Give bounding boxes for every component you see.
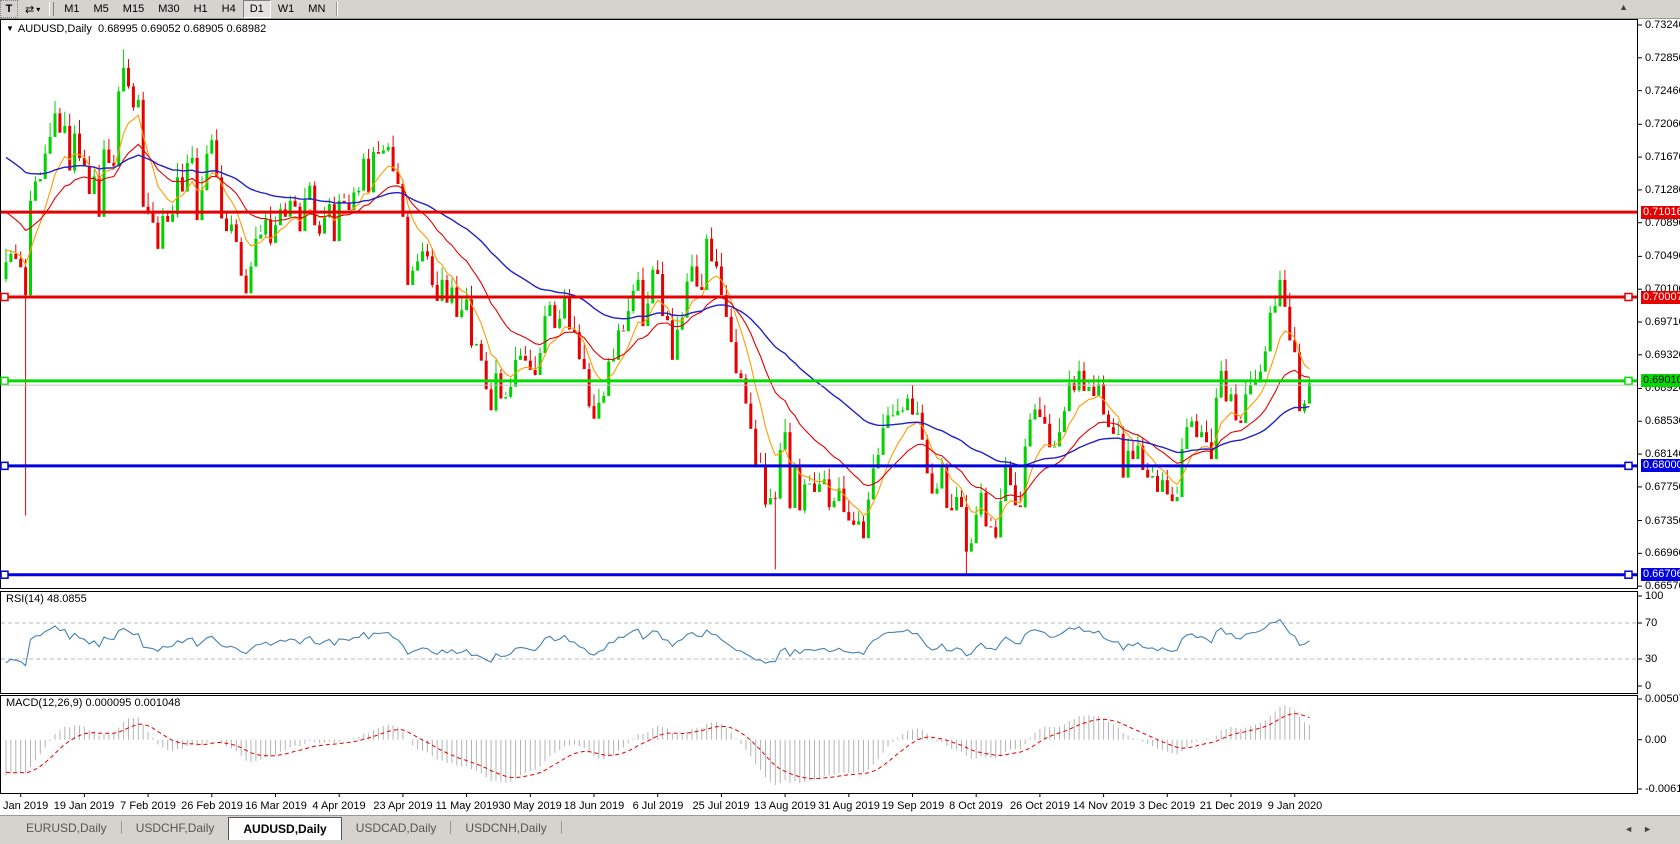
toolbar-collapse-arrow-icon[interactable]: ▲ [1619, 2, 1628, 12]
date-axis-label: 19 Jan 2019 [53, 800, 115, 812]
timeframe-button-m5[interactable]: M5 [93, 3, 109, 15]
tab-separator [120, 821, 122, 834]
date-axis-label: 23 Apr 2019 [373, 800, 433, 812]
date-axis-label: 14 Nov 2019 [1072, 800, 1136, 812]
ohlc-open: 0.68995 [98, 23, 138, 35]
rsi-axis-label: 0 [1645, 680, 1652, 692]
date-axis-label: 9 Jan 2020 [1267, 800, 1323, 812]
tab-separator [450, 821, 452, 834]
price-line-tag: 0.71016 [1641, 206, 1680, 219]
date-axis-label: 11 May 2019 [435, 800, 499, 812]
timeframe-button-m30[interactable]: M30 [158, 3, 180, 15]
date-axis-label: 13 Aug 2019 [754, 800, 816, 812]
symbol-tab-bar: EURUSD,Daily USDCHF,Daily AUDUSD,Daily USDC… [0, 815, 1680, 844]
tab-scroll-right-icon[interactable]: ► [1643, 824, 1662, 834]
date-axis-label: 30 May 2019 [498, 800, 562, 812]
rsi-indicator-label: RSI(14) 48.0855 [6, 593, 87, 605]
date-axis-label: 16 Mar 2019 [245, 800, 307, 812]
macd-axis-label: 0.00 [1645, 734, 1667, 746]
price-line-tag: 0.69010 [1641, 374, 1680, 387]
tab-scroll-left-icon[interactable]: ◄ [1624, 824, 1644, 834]
timeframe-button-h4[interactable]: H4 [221, 3, 236, 15]
ohlc-low: 0.68905 [183, 23, 224, 35]
date-axis-label: 7 Feb 2019 [120, 800, 176, 812]
date-axis-label: 31 Aug 2019 [818, 800, 880, 812]
symbol-tab-eurusd[interactable]: EURUSD,Daily [26, 820, 107, 835]
date-axis-label: 6 Jul 2019 [632, 800, 684, 812]
double-arrow-icon: ⇄ [25, 3, 34, 16]
timeframe-button-h1[interactable]: H1 [193, 3, 208, 15]
date-axis-label: 26 Feb 2019 [181, 800, 243, 812]
timeframe-button-m1[interactable]: M1 [64, 3, 80, 15]
timeframe-button-group: M1 M5 M15 M30 H1 H4 D1 W1 MN [57, 0, 332, 18]
macd-main-value: 0.000095 [85, 697, 132, 709]
rsi-axis-label: 30 [1645, 653, 1658, 665]
chart-window: ▼ AUDUSD,Daily 0.68995 0.69052 0.68905 0.… [0, 19, 1680, 815]
chart-symbol-label: AUDUSD,Daily [17, 23, 92, 35]
chart-shift-tool-button[interactable]: ⇄ ▾ [18, 1, 46, 17]
timeframe-button-w1[interactable]: W1 [277, 3, 295, 15]
text-tool-button[interactable]: T [0, 0, 18, 18]
dropdown-arrow-icon: ▾ [36, 4, 40, 14]
timeframe-button-m15[interactable]: M15 [122, 3, 145, 15]
date-axis-label: 8 Oct 2019 [949, 800, 1003, 812]
toolbar-separator [336, 2, 339, 16]
timeframe-button-d1[interactable]: D1 [242, 0, 271, 18]
tab-scroll-arrows: ◄► [1624, 824, 1662, 834]
price-line-tag: 0.68000 [1641, 459, 1680, 472]
ohlc-close: 0.68982 [226, 23, 267, 35]
macd-axis-label: -0.006148 [1645, 783, 1680, 795]
price-line-tag: 0.70007 [1641, 291, 1680, 304]
date-axis-label: 21 Dec 2019 [1199, 800, 1263, 812]
macd-indicator-label: MACD(12,26,9) 0.000095 0.001048 [6, 697, 181, 709]
chart-ohlc-header: ▼ AUDUSD,Daily 0.68995 0.69052 0.68905 0.… [6, 23, 266, 35]
top-toolbar: T ⇄ ▾ M1 M5 M15 M30 H1 H4 D1 W1 MN ▲ [0, 0, 1680, 19]
symbol-tab-usdchf[interactable]: USDCHF,Daily [135, 820, 215, 835]
date-axis-label: 25 Jul 2019 [692, 800, 750, 812]
date-axis-label: 4 Apr 2019 [312, 800, 366, 812]
date-axis-label: 26 Oct 2019 [1010, 800, 1070, 812]
chart-collapse-marker-icon[interactable]: ▼ [6, 24, 14, 33]
timeframe-button-mn[interactable]: MN [308, 3, 326, 15]
date-axis-label: 19 Sep 2019 [881, 800, 945, 812]
date-axis-label: 1 Jan 2019 [0, 800, 49, 812]
macd-axis-label: 0.005076 [1645, 693, 1680, 705]
symbol-tabs: EURUSD,Daily USDCHF,Daily AUDUSD,Daily USDC… [12, 816, 562, 840]
symbol-tab-audusd[interactable]: AUDUSD,Daily [228, 817, 342, 840]
symbol-tab-usdcad[interactable]: USDCAD,Daily [355, 820, 437, 835]
date-axis-label: 3 Dec 2019 [1138, 800, 1196, 812]
toolbar-grip [49, 2, 55, 16]
rsi-axis-label: 70 [1645, 617, 1658, 629]
tab-separator [560, 821, 562, 834]
chart-svg[interactable] [0, 19, 1680, 815]
date-axis-label: 18 Jun 2019 [563, 800, 625, 812]
rsi-value: 48.0855 [46, 593, 87, 605]
rsi-axis-label: 100 [1645, 590, 1664, 602]
symbol-tab-usdcnh[interactable]: USDCNH,Daily [465, 820, 547, 835]
ohlc-high: 0.69052 [140, 23, 181, 35]
macd-signal-value: 0.001048 [134, 697, 181, 709]
price-line-tag: 0.66706 [1641, 568, 1680, 581]
